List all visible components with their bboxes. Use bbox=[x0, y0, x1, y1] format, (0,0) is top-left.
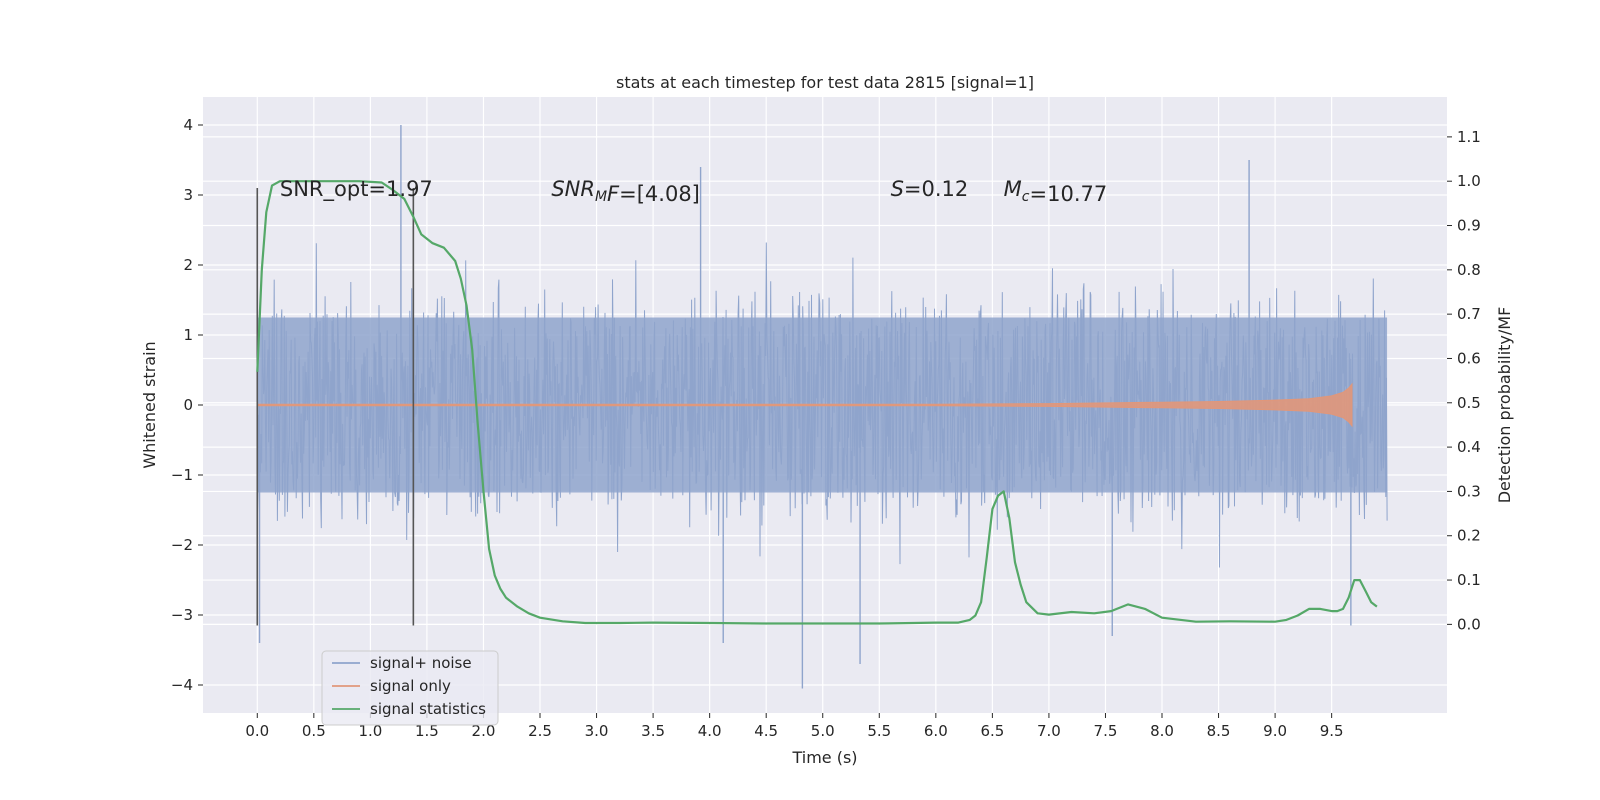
y-right-tick-label: 0.7 bbox=[1457, 305, 1481, 323]
x-tick-label: 3.0 bbox=[585, 722, 609, 740]
annotation-mc: Mc=10.77 bbox=[1004, 177, 1108, 206]
y-right-tick-label: 0.2 bbox=[1457, 527, 1481, 545]
annotation-snr_opt: SNR_opt=1.97 bbox=[280, 177, 433, 202]
y-right-tick-label: 1.1 bbox=[1457, 128, 1481, 146]
y-left-tick-label: −1 bbox=[171, 466, 193, 484]
y-left-tick-label: 3 bbox=[183, 186, 193, 204]
x-tick-label: 4.5 bbox=[754, 722, 778, 740]
x-tick-label: 0.5 bbox=[302, 722, 326, 740]
legend-box bbox=[321, 650, 499, 726]
legend-label-signal-plus-noise: signal+ noise bbox=[370, 654, 472, 672]
y-left-tick-label: 4 bbox=[183, 116, 193, 134]
x-tick-label: 5.5 bbox=[867, 722, 891, 740]
x-tick-label: 8.0 bbox=[1150, 722, 1174, 740]
x-tick-label: 7.0 bbox=[1037, 722, 1061, 740]
y-left-tick-label: −3 bbox=[171, 606, 193, 624]
y-right-tick-label: 0.6 bbox=[1457, 349, 1481, 367]
y-right-tick-label: 0.9 bbox=[1457, 217, 1481, 235]
y-right-axis-label: Detection probability/MF bbox=[1495, 307, 1514, 504]
x-tick-label: 6.0 bbox=[924, 722, 948, 740]
y-right-tick-label: 0.8 bbox=[1457, 261, 1481, 279]
y-left-tick-label: 0 bbox=[183, 396, 193, 414]
legend-label-signal-statistics: signal statistics bbox=[370, 700, 486, 718]
y-left-axis-ticks: −4 −3 −2 −1 0 1 2 3 4 bbox=[171, 116, 203, 694]
series-signal-statistics bbox=[256, 180, 1378, 625]
y-right-tick-label: 0.3 bbox=[1457, 482, 1481, 500]
x-tick-label: 1.5 bbox=[415, 722, 439, 740]
y-left-tick-label: 2 bbox=[183, 256, 193, 274]
x-tick-label: 9.5 bbox=[1320, 722, 1344, 740]
x-tick-label: 7.5 bbox=[1094, 722, 1118, 740]
y-right-tick-label: 0.1 bbox=[1457, 571, 1481, 589]
chirp-envelope bbox=[256, 382, 1353, 428]
vertical-markers bbox=[256, 188, 415, 626]
x-tick-label: 0.0 bbox=[245, 722, 269, 740]
x-axis-ticks: 0.0 0.5 1.0 1.5 2.0 2.5 3.0 3.5 4.0 4.5 5.0 5.5 6.0 6… bbox=[245, 713, 1344, 740]
y-right-tick-label: 0.4 bbox=[1457, 438, 1481, 456]
y-left-tick-label: 1 bbox=[183, 326, 193, 344]
series-signal-only bbox=[256, 382, 1353, 428]
x-tick-label: 6.5 bbox=[980, 722, 1004, 740]
noise-line bbox=[256, 242, 1388, 568]
y-left-tick-label: −2 bbox=[171, 536, 193, 554]
y-right-tick-label: 0.0 bbox=[1457, 615, 1481, 633]
y-right-axis-ticks: 0.0 0.1 0.2 0.3 0.4 0.5 0.6 0.7 0.8 0.9 1.0 1.1 bbox=[1447, 128, 1481, 633]
x-tick-label: 1.0 bbox=[358, 722, 382, 740]
y-right-tick-label: 0.5 bbox=[1457, 394, 1481, 412]
stats-line bbox=[256, 180, 1378, 625]
annotations: SNR_opt=1.97 SNRMF=[4.08] S=0.12 Mc=10.77 bbox=[280, 177, 1107, 206]
legend-label-signal-only: signal only bbox=[370, 677, 451, 695]
annotation-s: S=0.12 bbox=[891, 177, 969, 201]
x-tick-label: 4.0 bbox=[698, 722, 722, 740]
y-left-axis-label: Whitened strain bbox=[140, 341, 159, 468]
legend: signal+ noise signal only signal statist… bbox=[321, 650, 499, 726]
x-tick-label: 2.0 bbox=[472, 722, 496, 740]
x-tick-label: 2.5 bbox=[528, 722, 552, 740]
x-axis-label: Time (s) bbox=[791, 748, 857, 767]
y-left-tick-label: −4 bbox=[171, 676, 193, 694]
y-right-tick-label: 1.0 bbox=[1457, 172, 1481, 190]
chart-title: stats at each timestep for test data 281… bbox=[616, 73, 1034, 92]
x-tick-label: 5.0 bbox=[811, 722, 835, 740]
x-tick-label: 3.5 bbox=[641, 722, 665, 740]
x-tick-label: 9.0 bbox=[1263, 722, 1287, 740]
annotation-snr_mf: SNRMF=[4.08] bbox=[551, 177, 700, 206]
x-tick-label: 8.5 bbox=[1207, 722, 1231, 740]
